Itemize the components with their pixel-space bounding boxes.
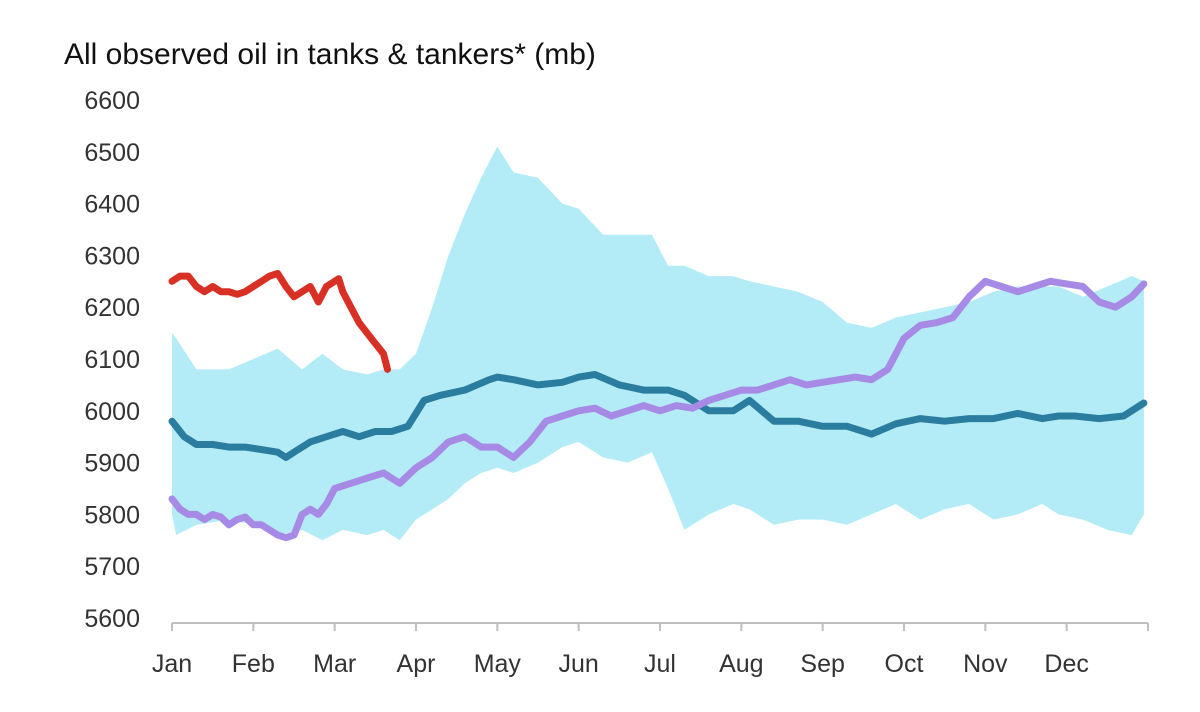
axis-layer: Jan Feb Mar Apr May Jun Jul Aug Sep Oct Nov Dec 5600… — [84, 87, 1149, 678]
x-tick-label: Nov — [963, 650, 1008, 678]
series-line-1 — [168, 270, 391, 373]
y-tick-label: 6200 — [84, 294, 140, 322]
x-tick-label: Sep — [800, 650, 844, 678]
chart-title: All observed oil in tanks & tankers* (mb… — [64, 38, 596, 71]
x-tick-label: May — [474, 650, 522, 678]
series-layer — [168, 270, 1148, 542]
x-tick-label: Jul — [644, 650, 676, 678]
x-tick-label: Jun — [559, 650, 599, 678]
x-tick-label: Aug — [719, 650, 763, 678]
x-tick-label: Jan — [152, 650, 192, 678]
y-tick-label: 6300 — [84, 242, 140, 270]
x-tick-label: Mar — [313, 650, 356, 678]
y-tick-label: 6400 — [84, 191, 140, 219]
y-tick-label: 5900 — [84, 450, 140, 478]
band-layer — [172, 146, 1144, 541]
y-tick-label: 5700 — [84, 553, 140, 581]
y-tick-label: 6500 — [84, 139, 140, 167]
y-tick-label: 6100 — [84, 346, 140, 374]
x-tick-label: Oct — [885, 650, 924, 678]
range-band — [172, 146, 1144, 541]
x-tick-label: Dec — [1044, 650, 1088, 678]
x-tick-label: Feb — [232, 650, 275, 678]
y-tick-label: 5600 — [84, 605, 140, 633]
y-tick-label: 6600 — [84, 87, 140, 115]
x-tick-label: Apr — [397, 650, 436, 678]
y-tick-label: 6000 — [84, 398, 140, 426]
series-line-3 — [168, 277, 1148, 542]
y-tick-label: 5800 — [84, 501, 140, 529]
series-line-2 — [168, 371, 1148, 461]
